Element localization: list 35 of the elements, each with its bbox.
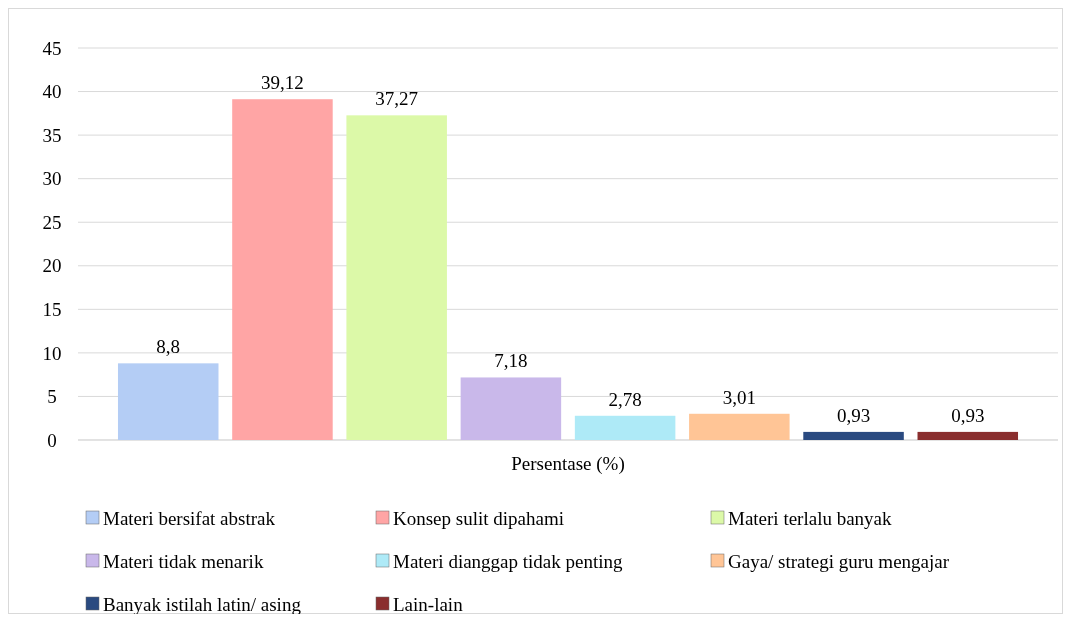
- bar: [117, 363, 219, 440]
- bar: [803, 431, 904, 440]
- data-label: 0,93: [951, 404, 985, 426]
- y-tick-label: 20: [42, 255, 62, 277]
- y-tick-label: 35: [42, 124, 62, 146]
- data-label: 2,78: [608, 388, 642, 410]
- y-tick-label: 40: [42, 81, 62, 103]
- legend-label: Banyak istilah latin/ asing: [103, 593, 302, 615]
- legend-label: Materi terlalu banyak: [728, 507, 893, 529]
- data-label: 0,93: [836, 404, 871, 426]
- bar: [346, 115, 447, 440]
- data-label: 3,01: [722, 386, 756, 408]
- y-tick-label: 25: [42, 211, 62, 233]
- legend-label: Gaya/ strategi guru mengajar: [728, 550, 950, 572]
- y-tick-label: 10: [42, 342, 62, 364]
- y-tick-label: 30: [42, 168, 62, 190]
- data-label: 8,8: [156, 336, 181, 358]
- bar: [917, 431, 1019, 440]
- legend-label: Materi dianggap tidak penting: [393, 550, 624, 572]
- legend-label: Konsep sulit dipahami: [393, 507, 564, 529]
- bar: [232, 99, 333, 440]
- y-tick-label: 5: [47, 386, 57, 408]
- data-label: 7,18: [494, 350, 528, 372]
- bar: [689, 413, 790, 440]
- legend-label: Materi bersifat abstrak: [103, 507, 276, 529]
- data-label: 37,27: [375, 88, 419, 110]
- y-tick-label: 0: [47, 429, 57, 451]
- y-tick-label: 15: [42, 298, 62, 320]
- bar: [460, 377, 562, 440]
- legend-label: Materi tidak menarik: [103, 550, 264, 572]
- data-label: 39,12: [261, 72, 304, 94]
- bar: [574, 415, 676, 440]
- legend-label: Lain-lain: [393, 593, 464, 615]
- y-tick-label: 45: [42, 37, 62, 59]
- x-tick-label: Persentase (%): [511, 453, 625, 475]
